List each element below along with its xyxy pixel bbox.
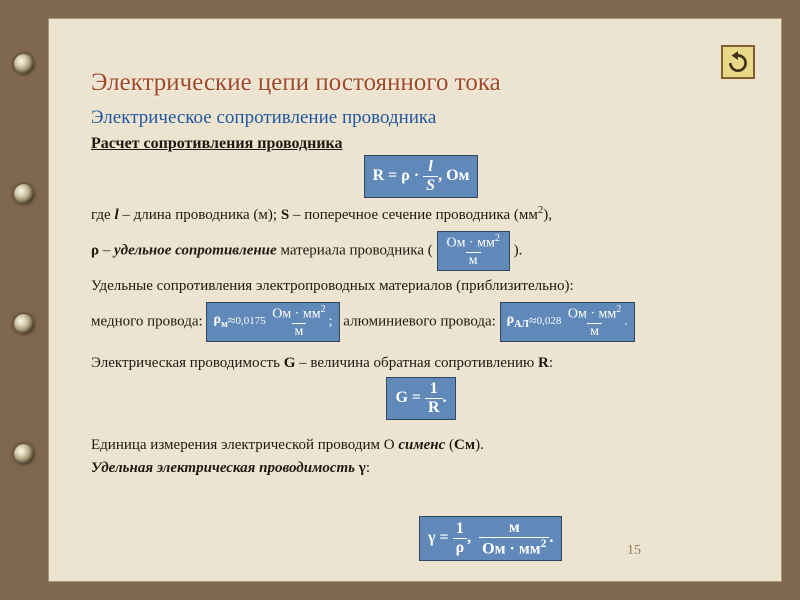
rivet-decor [14, 184, 34, 204]
text: : [549, 355, 553, 371]
sym: ρ [507, 312, 515, 327]
val: 0,028 [537, 316, 562, 328]
num: 1 [453, 521, 467, 538]
page-number: 15 [627, 543, 641, 559]
num: Ом · мм [272, 307, 320, 322]
section-heading: Расчет сопротивления проводника [91, 135, 751, 153]
conductance-line: Электрическая проводимость G – величина … [91, 352, 751, 375]
materials-line: медного провода: ρм ≈ 0,0175 Ом · мм2 м … [91, 302, 751, 342]
text: – величина обратная сопротивлению [295, 355, 538, 371]
val: 0,0175 [236, 316, 266, 328]
term-resistivity: удельное сопротивление [114, 243, 277, 259]
num: Ом · мм [568, 307, 616, 322]
text: – поперечное сечение проводника (мм [289, 207, 538, 223]
page-title: Электрические цепи постоянного тока [91, 69, 751, 97]
text: Единица измерения электрической проводим… [91, 437, 398, 453]
formula-R-lhs: R = [373, 168, 398, 185]
definition-line-2: ρ – удельное сопротивление материала про… [91, 231, 751, 271]
copper-label: медного провода: [91, 313, 206, 329]
siemens-line: Единица измерения электрической проводим… [91, 434, 751, 481]
sup-2: 2 [616, 304, 621, 315]
unit-chip-rho: Ом · мм2 м [437, 231, 510, 271]
unit-num: Ом · мм [447, 236, 495, 251]
var-G: G [284, 355, 296, 371]
text: ), [543, 207, 552, 223]
chip-gamma-formula: γ = 1 ρ , м Ом · мм2 . [419, 516, 562, 561]
tail: ; [329, 315, 333, 330]
op: ≈ [529, 315, 537, 330]
unit-den: м [466, 252, 481, 268]
den2: Ом · мм [482, 540, 540, 557]
table-intro: Удельные сопротивления электропроводных … [91, 275, 751, 298]
op: ≈ [228, 315, 236, 330]
rivet-decor [14, 444, 34, 464]
num2: м [506, 520, 523, 537]
sup-2: 2 [321, 304, 326, 315]
den: м [587, 323, 602, 339]
tail: . [443, 390, 447, 407]
text: ( [445, 437, 454, 453]
var-gamma: γ [355, 460, 366, 476]
rivet-decor [14, 54, 34, 74]
formula-conductance: G = 1 R . [91, 377, 751, 420]
alu-label: алюминиевого провода: [343, 313, 499, 329]
text: где [91, 207, 114, 223]
lhs: G = [395, 390, 421, 407]
rivet-decor [14, 314, 34, 334]
unit-siemens: См [454, 437, 475, 453]
text: : [366, 460, 370, 476]
return-arrow-icon [725, 49, 751, 75]
tail: . [624, 315, 628, 330]
var-R: R [538, 355, 549, 371]
formula-resistance: R = ρ · l S , Ом [91, 155, 751, 198]
formula-R-unit: , Ом [438, 168, 469, 185]
back-button[interactable] [721, 45, 755, 79]
term-conductivity: Удельная электрическая проводимость [91, 460, 355, 476]
term-siemens: сименс [398, 437, 445, 453]
sep: , [467, 530, 471, 547]
text: материала проводника ( [277, 243, 433, 259]
num: 1 [427, 381, 441, 398]
sub: м [221, 319, 228, 330]
sub: АЛ [514, 319, 529, 330]
sup-2: 2 [541, 538, 547, 550]
text: Электрическая проводимость [91, 355, 284, 371]
lhs: γ = [428, 530, 449, 547]
chip-rho-copper: ρм ≈ 0,0175 Ом · мм2 м ; [206, 302, 339, 342]
content-area: Электрические цепи постоянного тока Элек… [49, 19, 781, 491]
formula-R-num: l [425, 159, 435, 176]
den: R [425, 398, 443, 416]
den: м [292, 323, 307, 339]
var-rho: ρ [91, 243, 99, 259]
text: ). [514, 243, 523, 259]
text: – длина проводника (м); [119, 207, 281, 223]
definition-line-1: где l – длина проводника (м); S – попере… [91, 202, 751, 227]
text: – [99, 243, 114, 259]
formula-R-den: S [423, 176, 438, 194]
formula-R-rho: ρ · [401, 168, 419, 185]
text: ). [475, 437, 484, 453]
tail: . [549, 530, 553, 547]
chip-rho-aluminium: ρАЛ ≈ 0,028 Ом · мм2 м . [500, 302, 635, 342]
sup-2: 2 [495, 233, 500, 244]
sym: ρ [213, 312, 221, 327]
slide-panel: Электрические цепи постоянного тока Элек… [48, 18, 782, 582]
var-S: S [281, 207, 289, 223]
den: ρ [453, 538, 468, 556]
page-subtitle: Электрическое сопротивление проводника [91, 107, 751, 129]
